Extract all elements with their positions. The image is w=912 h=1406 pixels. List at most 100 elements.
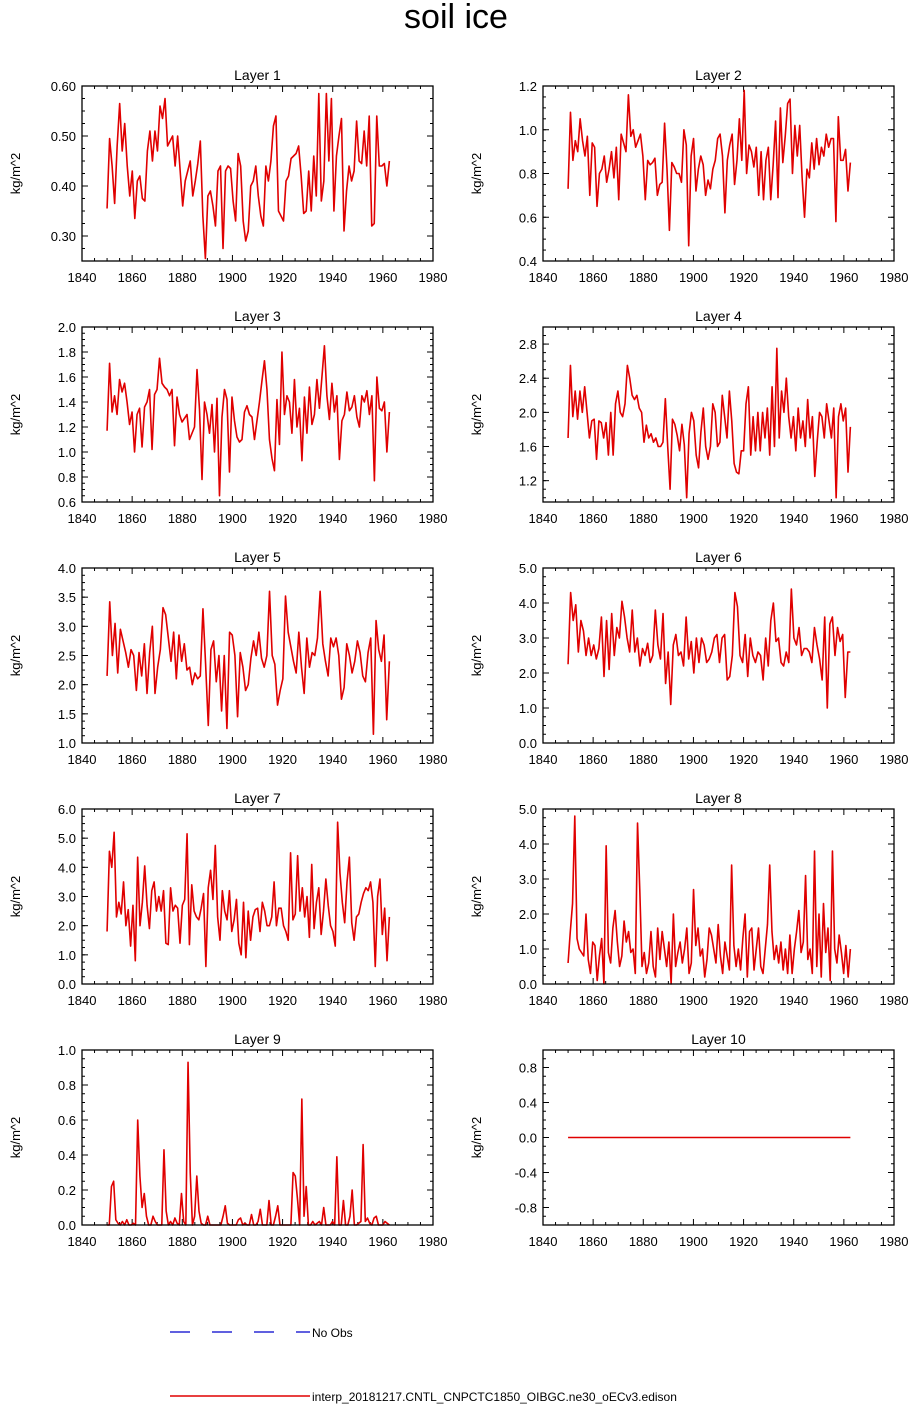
layer-9-xtick-label: 1900 <box>218 1234 247 1249</box>
layer-3-panel: Layer 3 kg/m^2 1840 1860 1880 1900 1920 1940 196… <box>8 308 447 526</box>
layer-10-xtick-label: 1900 <box>679 1234 708 1249</box>
layer-6-xtick-label: 1980 <box>880 752 909 767</box>
layer-3-xtick-label: 1940 <box>318 511 347 526</box>
layer-3-ytick-label: 1.8 <box>58 345 76 360</box>
layer-5-ytick-label: 3.5 <box>58 590 76 605</box>
layer-8-ytick-label: 2.0 <box>519 907 537 922</box>
layer-6-ytick-label: 5.0 <box>519 561 537 576</box>
layer-5-ytick-label: 1.0 <box>58 736 76 751</box>
layer-6-ylabel: kg/m^2 <box>469 635 484 677</box>
layer-8-ytick-label: 5.0 <box>519 802 537 817</box>
layer-1-ytick-label: 0.50 <box>51 129 76 144</box>
layer-6-panel: Layer 6 kg/m^2 1840 1860 1880 1900 1920 1940 196… <box>469 549 908 767</box>
layer-2-plot-frame <box>542 85 895 262</box>
layer-7-ytick-label: 2.0 <box>58 919 76 934</box>
layer-10-ytick-label: -0.8 <box>515 1201 537 1216</box>
layer-3-plot-frame <box>81 326 434 503</box>
layer-9-series-line <box>107 1061 390 1226</box>
layer-7-xtick-label: 1960 <box>368 993 397 1008</box>
layer-2-ytick-label: 0.4 <box>519 254 537 269</box>
layer-1-xtick-label: 1840 <box>68 270 97 285</box>
layer-6-ytick-label: 0.0 <box>519 736 537 751</box>
layer-10-ytick-label: 0.4 <box>519 1096 537 1111</box>
layer-7-ytick-label: 4.0 <box>58 860 76 875</box>
layer-9-panel: Layer 9 kg/m^2 1840 1860 1880 1900 1920 1940 196… <box>8 1031 447 1249</box>
layer-8-xtick-label: 1900 <box>679 993 708 1008</box>
layer-1-panel: Layer 1 kg/m^2 1840 1860 1880 1900 1920 1940 196… <box>8 67 447 285</box>
layer-6-xtick-label: 1880 <box>629 752 658 767</box>
layer-3-ytick-label: 1.2 <box>58 420 76 435</box>
layer-9-xtick-label: 1940 <box>318 1234 347 1249</box>
layer-8-ylabel: kg/m^2 <box>469 876 484 918</box>
layer-2-panel: Layer 2 kg/m^2 1840 1860 1880 1900 1920 1940 196… <box>469 67 908 285</box>
layer-3-ytick-label: 0.8 <box>58 470 76 485</box>
layer-7-xtick-label: 1900 <box>218 993 247 1008</box>
layer-1-ylabel: kg/m^2 <box>8 153 23 195</box>
layer-7-xtick-label: 1980 <box>419 993 448 1008</box>
layer-1-xtick-label: 1860 <box>118 270 147 285</box>
layer-10-title: Layer 10 <box>691 1031 746 1047</box>
layer-10-plot-frame <box>542 1049 895 1226</box>
layer-2-ytick-label: 0.6 <box>519 210 537 225</box>
layer-7-xtick-label: 1840 <box>68 993 97 1008</box>
layer-4-ytick-label: 2.0 <box>519 405 537 420</box>
layer-1-xtick-label: 1880 <box>168 270 197 285</box>
layer-5-ytick-label: 3.0 <box>58 619 76 634</box>
layer-9-ytick-label: 1.0 <box>58 1043 76 1058</box>
layer-7-xtick-label: 1860 <box>118 993 147 1008</box>
layer-1-xtick-label: 1940 <box>318 270 347 285</box>
layer-10-ytick-label: -0.4 <box>515 1166 537 1181</box>
layer-6-ytick-label: 2.0 <box>519 666 537 681</box>
figure-title: soil ice <box>404 0 508 36</box>
layer-4-ytick-label: 2.8 <box>519 337 537 352</box>
layer-4-series-line <box>567 347 852 499</box>
layer-5-xtick-label: 1860 <box>118 752 147 767</box>
layer-1-ytick-label: 0.60 <box>51 79 76 94</box>
layer-6-xtick-label: 1940 <box>779 752 808 767</box>
panel-grid: Layer 1 kg/m^2 1840 1860 1880 1900 1920 1940 196… <box>8 67 908 1249</box>
layer-8-xtick-label: 1920 <box>729 993 758 1008</box>
layer-10-xtick-label: 1980 <box>880 1234 909 1249</box>
layer-5-title: Layer 5 <box>234 549 281 565</box>
layer-8-ytick-label: 4.0 <box>519 837 537 852</box>
layer-9-xtick-label: 1880 <box>168 1234 197 1249</box>
layer-4-xtick-label: 1840 <box>529 511 558 526</box>
layer-5-ytick-label: 2.5 <box>58 649 76 664</box>
layer-2-xtick-label: 1960 <box>829 270 858 285</box>
layer-4-plot-frame <box>542 326 895 503</box>
layer-7-title: Layer 7 <box>234 790 281 806</box>
layer-5-plot-frame <box>81 567 434 744</box>
legend-model-label: interp_20181217.CNTL_CNPCTC1850_OIBGC.ne… <box>312 1390 677 1404</box>
layer-7-xtick-label: 1940 <box>318 993 347 1008</box>
layer-3-xtick-label: 1880 <box>168 511 197 526</box>
layer-9-ytick-label: 0.0 <box>58 1218 76 1233</box>
layer-6-xtick-label: 1960 <box>829 752 858 767</box>
layer-4-xtick-label: 1860 <box>579 511 608 526</box>
layer-3-title: Layer 3 <box>234 308 281 324</box>
layer-7-xtick-label: 1920 <box>268 993 297 1008</box>
layer-3-ytick-label: 1.4 <box>58 395 76 410</box>
layer-3-ytick-label: 2.0 <box>58 320 76 335</box>
layer-2-title: Layer 2 <box>695 67 742 83</box>
layer-2-xtick-label: 1880 <box>629 270 658 285</box>
layer-9-ytick-label: 0.2 <box>58 1183 76 1198</box>
layer-5-panel: Layer 5 kg/m^2 1840 1860 1880 1900 1920 1940 196… <box>8 549 447 767</box>
layer-6-xtick-label: 1920 <box>729 752 758 767</box>
layer-7-series-line <box>106 821 391 968</box>
layer-1-plot-frame <box>81 85 434 262</box>
layer-8-xtick-label: 1860 <box>579 993 608 1008</box>
layer-5-ytick-label: 2.0 <box>58 678 76 693</box>
layer-7-ytick-label: 1.0 <box>58 948 76 963</box>
layer-5-ytick-label: 1.5 <box>58 707 76 722</box>
layer-9-xtick-label: 1840 <box>68 1234 97 1249</box>
layer-8-xtick-label: 1980 <box>880 993 909 1008</box>
layer-6-xtick-label: 1860 <box>579 752 608 767</box>
layer-7-ytick-label: 0.0 <box>58 977 76 992</box>
layer-9-ytick-label: 0.8 <box>58 1078 76 1093</box>
layer-6-ytick-label: 4.0 <box>519 596 537 611</box>
layer-8-title: Layer 8 <box>695 790 742 806</box>
layer-10-ytick-label: 0.8 <box>519 1061 537 1076</box>
layer-9-ytick-label: 0.6 <box>58 1113 76 1128</box>
layer-9-xtick-label: 1960 <box>368 1234 397 1249</box>
